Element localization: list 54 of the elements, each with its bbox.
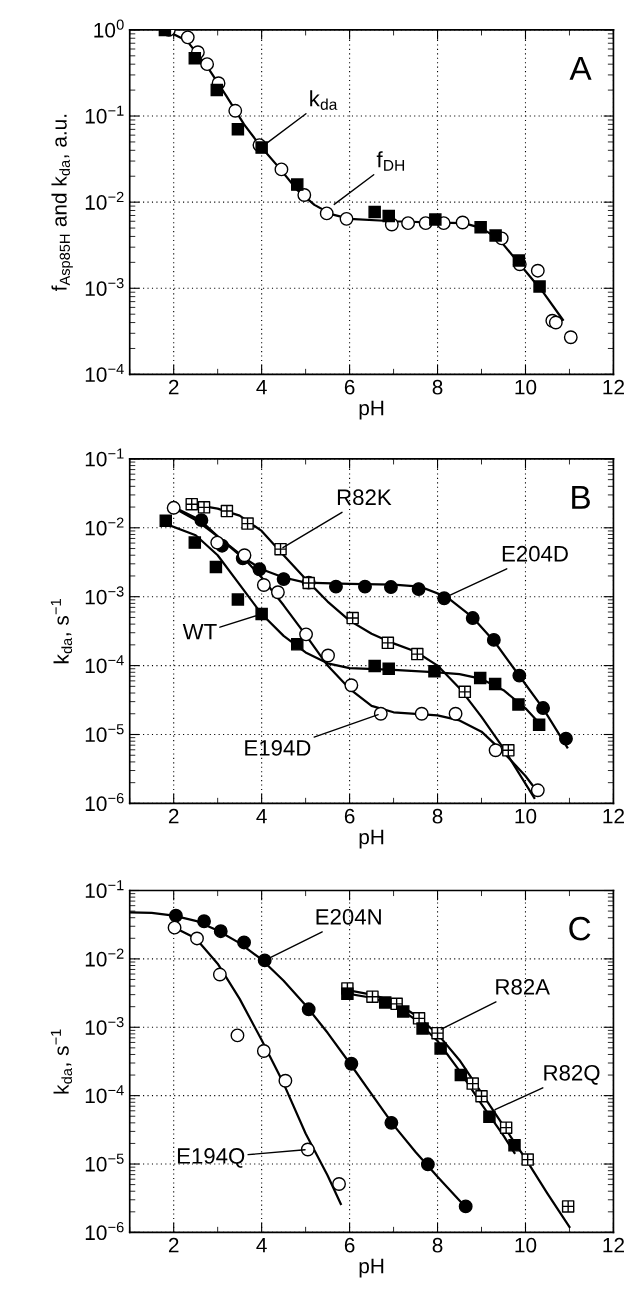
y-tick-label: 10$^{−3}$	[85, 1016, 124, 1035]
annotation: k$_{da}$	[310, 90, 338, 110]
x-tick-label: 8	[432, 1237, 443, 1253]
annotation: E194Q	[177, 1148, 245, 1168]
y-tick-label: 10$^{−3}$	[85, 586, 124, 605]
y-axis-title: k$_{da}$, s$^{−1}$	[50, 1029, 73, 1094]
x-tick-label: 2	[168, 808, 179, 824]
y-axis-title: f$_{Asp85H}$ and k$_{da}$, a.u.	[51, 114, 73, 292]
x-axis-title: pH	[359, 829, 384, 849]
x-tick-label: 10	[515, 808, 537, 824]
x-tick-label: 10	[515, 1237, 537, 1253]
y-tick-label: 10$^{0}$	[94, 19, 124, 38]
y-tick-label: 10$^{−2}$	[85, 191, 124, 210]
y-tick-label: 10$^{−2}$	[85, 517, 124, 536]
x-tick-label: 6	[344, 808, 355, 824]
annotation: E204N	[316, 908, 381, 925]
y-tick-label: 10$^{−3}$	[85, 277, 124, 296]
x-tick-label: 12	[603, 808, 624, 824]
y-tick-label: 10$^{−6}$	[85, 1222, 124, 1241]
x-tick-label: 6	[344, 379, 355, 395]
x-tick-label: 8	[432, 379, 443, 395]
annotation: A	[569, 56, 592, 80]
annotation: E194D	[245, 740, 311, 756]
x-tick-label: 12	[603, 379, 624, 395]
x-tick-label: 8	[432, 808, 443, 824]
x-tick-label: 4	[256, 380, 267, 395]
y-tick-label: 10$^{−4}$	[85, 1085, 124, 1104]
x-tick-label: 2	[168, 1237, 179, 1253]
x-axis-title: pH	[359, 400, 384, 420]
y-tick-label: 10$^{−4}$	[85, 364, 124, 382]
x-tick-label: 4	[256, 809, 267, 824]
y-tick-label: 10$^{−5}$	[85, 1153, 124, 1172]
annotation: C	[569, 916, 591, 941]
annotation: R82K	[337, 489, 392, 506]
x-tick-label: 2	[168, 379, 179, 395]
y-tick-label: 10$^{−4}$	[85, 655, 124, 674]
x-tick-label: 6	[344, 1237, 355, 1253]
annotation: WT	[182, 623, 217, 640]
x-axis-title: pH	[359, 1258, 384, 1278]
y-tick-label: 10$^{−6}$	[85, 793, 124, 812]
x-tick-label: 4	[256, 1238, 267, 1253]
y-tick-label: 10$^{−2}$	[85, 948, 124, 967]
annotation: E204D	[502, 545, 568, 562]
y-tick-label: 10$^{−1}$	[85, 880, 124, 899]
y-tick-label: 10$^{−1}$	[85, 448, 124, 467]
annotation: f$_{DH}$	[376, 151, 405, 171]
x-tick-label: 10	[515, 379, 537, 395]
annotation: R82Q	[544, 1064, 600, 1085]
annotation: R82A	[496, 978, 550, 995]
x-tick-label: 12	[603, 1237, 624, 1253]
y-axis-title: k$_{da}$, s$^{−1}$	[50, 599, 73, 664]
y-tick-label: 10$^{−1}$	[85, 105, 124, 124]
annotation: B	[572, 485, 590, 509]
y-tick-label: 10$^{−5}$	[85, 724, 124, 743]
